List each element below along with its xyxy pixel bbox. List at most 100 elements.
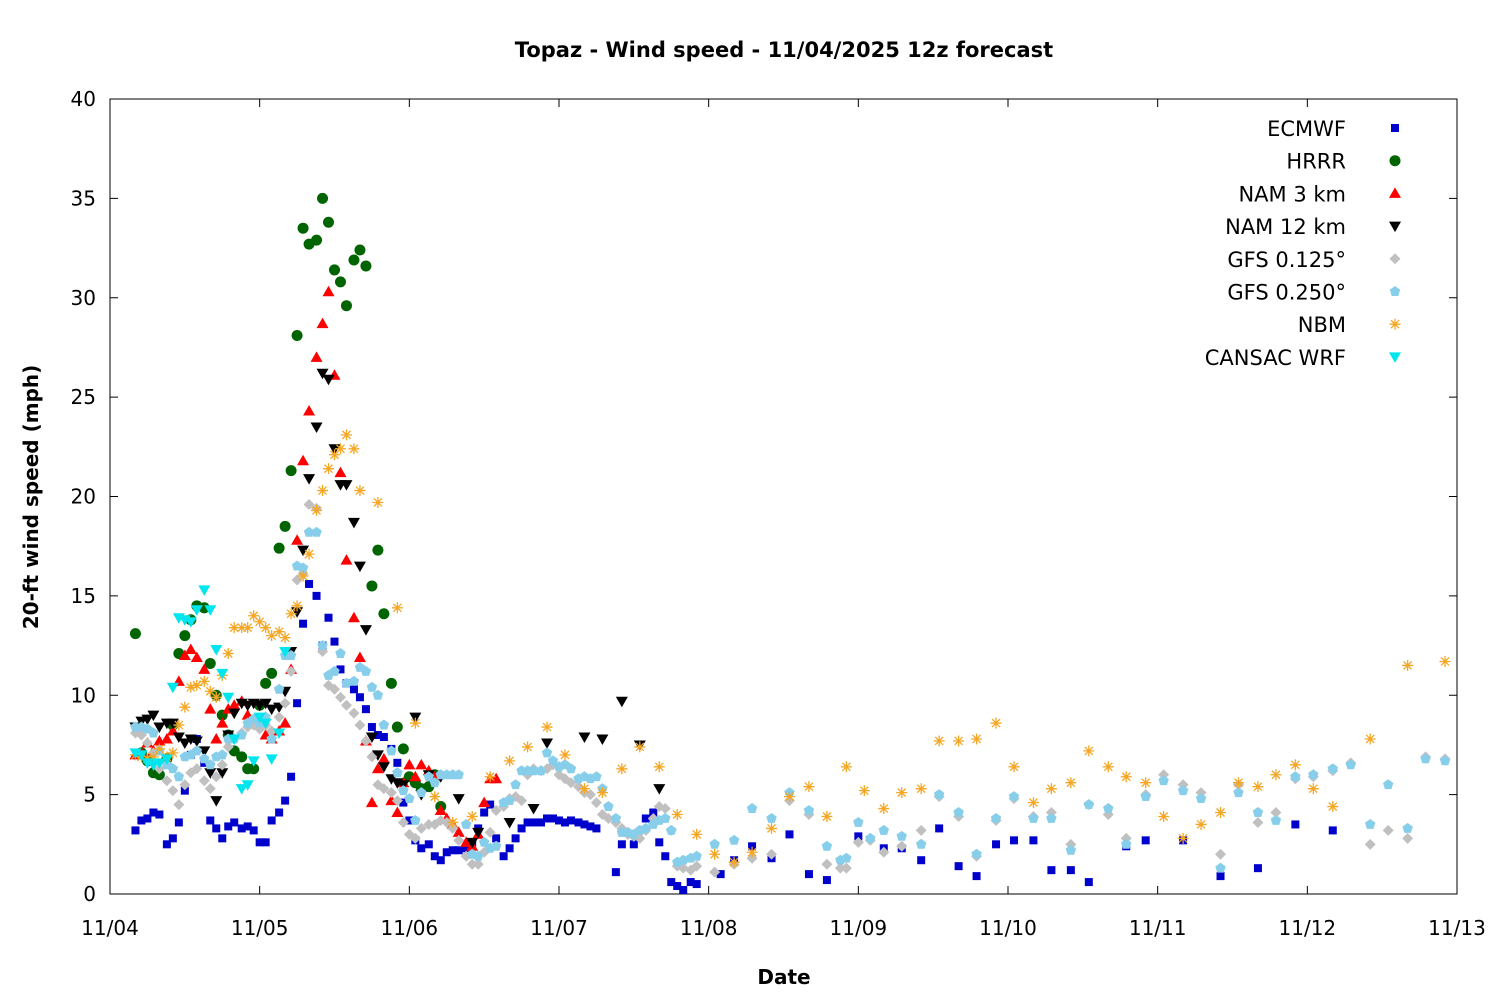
data-point-nam-12-km [204, 768, 217, 779]
data-point-nam-12-km [178, 738, 191, 749]
data-point-gfs-0-250 [199, 753, 210, 764]
data-point-ecmwf [1066, 866, 1075, 875]
y-tick-label: 40 [71, 87, 96, 111]
data-point-cansac-wrf [273, 728, 286, 740]
data-point-ecmwf [667, 878, 676, 887]
data-point-nbm [1289, 759, 1301, 771]
data-point-gfs-0-250 [1308, 769, 1319, 780]
data-point-gfs-0-250 [1158, 775, 1169, 786]
data-point-gfs-0-250 [565, 763, 577, 774]
data-point-nam-12-km [141, 714, 154, 726]
data-point-nbm [1364, 733, 1376, 745]
data-point-nbm [691, 828, 703, 840]
data-point-gfs-0-250 [460, 818, 472, 829]
data-point-nbm [447, 816, 459, 828]
data-point-cansac-wrf [210, 645, 223, 656]
data-point-ecmwf [275, 808, 284, 817]
data-point-nbm [1177, 832, 1189, 844]
data-point-gfs-0-125 [198, 775, 210, 787]
data-point-nbm [1027, 797, 1039, 809]
data-point-nam-3-km [291, 534, 304, 545]
data-point-nam-12-km [340, 480, 353, 491]
data-point-gfs-0-250 [236, 729, 247, 740]
data-point-nbm [1439, 655, 1451, 667]
data-point-nbm [204, 685, 216, 697]
data-point-nam-12-km [615, 696, 628, 708]
data-point-nbm [1008, 761, 1020, 773]
data-point-gfs-0-250 [1290, 771, 1301, 782]
data-point-gfs-0-250 [453, 769, 464, 780]
data-point-nam-12-km [596, 734, 609, 745]
data-point-nbm [285, 608, 297, 620]
data-point-ecmwf [237, 824, 246, 833]
data-point-nbm [266, 630, 278, 642]
data-point-nbm [1270, 769, 1282, 781]
x-axis-ticks: 11/04 11/05 11/06 11/07 11/08 11/09 11/10 11/11… [81, 99, 1486, 940]
data-point-hrrr [204, 657, 216, 669]
data-point-ecmwf [549, 814, 558, 823]
data-point-ecmwf [430, 852, 439, 861]
data-point-nbm [559, 749, 571, 761]
legend-marker-ecmwf [1391, 124, 1399, 132]
data-point-gfs-0-250 [1065, 844, 1077, 855]
data-point-nbm [317, 485, 329, 497]
data-point-hrrr [279, 520, 291, 532]
data-point-ecmwf [629, 840, 638, 849]
data-point-gfs-0-250 [1008, 791, 1020, 802]
data-point-gfs-0-250 [360, 665, 372, 676]
data-point-ecmwf [686, 878, 695, 887]
data-point-gfs-0-125 [409, 832, 421, 844]
data-point-gfs-0-250 [878, 824, 890, 835]
data-point-ecmwf [367, 723, 376, 732]
data-point-gfs-0-125 [391, 795, 403, 807]
data-point-nam-3-km [297, 454, 310, 466]
data-point-gfs-0-125 [291, 574, 303, 586]
data-point-gfs-0-250 [933, 789, 945, 800]
data-point-gfs-0-125 [490, 805, 502, 817]
data-point-cansac-wrf [190, 605, 203, 616]
data-point-gfs-0-250 [191, 745, 203, 756]
x-tick-label: 11/04 [81, 916, 139, 940]
data-point-hrrr [360, 260, 372, 272]
data-point-nbm [1140, 777, 1152, 789]
data-point-gfs-0-125 [1270, 807, 1282, 819]
y-axis-ticks: 0 5 10 15 20 25 30 35 40 [71, 87, 1457, 906]
data-point-gfs-0-250 [311, 526, 322, 537]
data-point-ecmwf [405, 816, 414, 825]
chart-title: Topaz - Wind speed - 11/04/2025 12z fore… [515, 38, 1053, 62]
data-point-gfs-0-250 [348, 675, 360, 686]
legend-label-nbm: NBM [1298, 313, 1346, 337]
data-point-gfs-0-250 [1439, 755, 1451, 766]
data-point-gfs-0-125 [210, 771, 222, 783]
legend: ECMWF HRRR NAM 3 km NAM 12 km GFS 0.125° GFS … [1205, 117, 1401, 370]
data-point-ecmwf [143, 814, 152, 823]
data-point-gfs-0-125 [216, 759, 228, 771]
data-point-gfs-0-125 [466, 858, 478, 870]
data-point-gfs-0-250 [472, 850, 484, 861]
data-point-ecmwf [566, 816, 575, 825]
data-point-nam-12-km [359, 625, 372, 636]
data-point-gfs-0-250 [1402, 822, 1413, 833]
data-point-ecmwf [436, 856, 445, 865]
legend-label-gfs-0-250: GFS 0.250° [1227, 281, 1346, 305]
data-point-gfs-0-250 [366, 681, 378, 692]
data-point-ecmwf [1216, 872, 1225, 881]
data-point-gfs-0-250 [1345, 759, 1356, 770]
data-point-nbm [671, 809, 683, 820]
data-point-nbm [953, 735, 965, 747]
data-point-nam-12-km [578, 732, 591, 743]
data-point-ecmwf [312, 591, 321, 600]
data-point-hrrr [285, 465, 297, 477]
data-point-gfs-0-125 [161, 775, 173, 787]
data-point-gfs-0-125 [167, 785, 179, 797]
data-point-gfs-0-125 [266, 725, 278, 737]
data-point-nbm [990, 717, 1002, 729]
data-point-cansac-wrf [184, 617, 197, 628]
data-point-ecmwf [673, 882, 682, 891]
data-point-nbm [1215, 807, 1227, 819]
data-point-gfs-0-125 [385, 787, 397, 799]
data-point-ecmwf [1047, 866, 1056, 875]
data-point-ecmwf [617, 840, 626, 849]
x-tick-label: 11/13 [1428, 916, 1486, 940]
data-point-gfs-0-125 [222, 741, 234, 753]
